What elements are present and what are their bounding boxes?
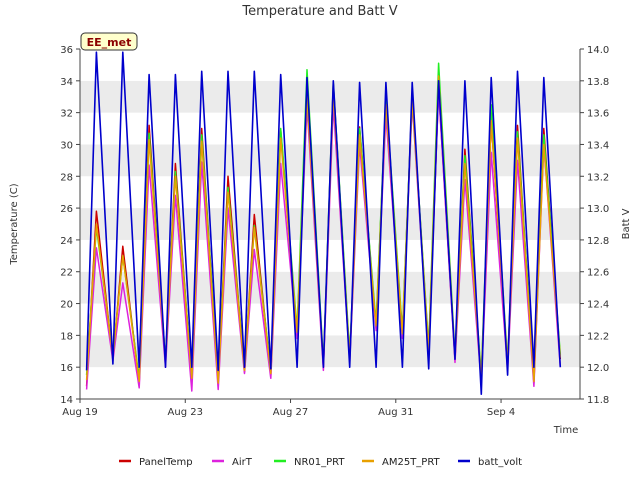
legend-item: batt_volt bbox=[458, 457, 522, 468]
legend-item: NR01_PRT bbox=[274, 457, 345, 468]
left-tick-label: 22 bbox=[60, 268, 73, 279]
right-tick-label: 12.4 bbox=[587, 300, 609, 311]
x-axis: Aug 19 Aug 23 Aug 27 Aug 31 Sep 4 bbox=[62, 398, 580, 418]
right-tick-label: 12.2 bbox=[587, 331, 609, 342]
right-tick-label: 14.0 bbox=[587, 45, 609, 56]
legend-item: AM25T_PRT bbox=[362, 457, 441, 468]
legend-label: AirT bbox=[232, 457, 253, 468]
right-tick-label: 13.8 bbox=[587, 77, 609, 88]
x-tick-label: Sep 4 bbox=[487, 407, 515, 418]
right-tick-label: 13.6 bbox=[587, 109, 609, 120]
left-axis: 14 16 18 20 22 24 26 28 30 32 34 36 bbox=[60, 45, 81, 406]
chart-title: Temperature and Batt V bbox=[241, 4, 397, 19]
grid-band bbox=[80, 271, 580, 304]
legend-label: batt_volt bbox=[478, 457, 522, 468]
grid-band bbox=[80, 49, 580, 81]
grid-band bbox=[80, 112, 580, 145]
series-layer bbox=[85, 51, 562, 396]
left-tick-label: 28 bbox=[60, 172, 73, 183]
left-tick-label: 34 bbox=[60, 77, 73, 88]
left-tick-label: 36 bbox=[60, 45, 73, 56]
right-axis: 11.8 12.0 12.2 12.4 12.6 12.8 13.0 13.2 13.4 13.6… bbox=[579, 45, 609, 406]
left-tick-label: 14 bbox=[60, 395, 73, 406]
left-axis-label: Temperature (C) bbox=[9, 183, 20, 265]
x-axis-label: Time bbox=[553, 425, 578, 436]
right-axis-label: Batt V bbox=[621, 208, 632, 239]
right-tick-label: 13.2 bbox=[587, 172, 609, 183]
right-tick-label: 11.8 bbox=[587, 395, 609, 406]
left-tick-label: 30 bbox=[60, 140, 73, 151]
right-tick-label: 12.8 bbox=[587, 236, 609, 247]
left-tick-label: 24 bbox=[60, 236, 73, 247]
legend-item: PanelTemp bbox=[119, 457, 193, 468]
station-tag-box bbox=[80, 32, 138, 51]
series-line-batt-volt bbox=[85, 51, 562, 396]
right-tick-label: 12.0 bbox=[587, 363, 609, 374]
left-tick-label: 32 bbox=[60, 109, 73, 120]
legend: PanelTemp AirT NR01_PRT AM25T_PRT batt_volt bbox=[119, 457, 522, 468]
legend-label: PanelTemp bbox=[139, 457, 193, 468]
x-tick-label: Aug 19 bbox=[62, 407, 97, 418]
legend-label: AM25T_PRT bbox=[382, 457, 441, 468]
left-tick-label: 18 bbox=[60, 331, 73, 342]
right-tick-label: 13.0 bbox=[587, 204, 609, 215]
x-tick-label: Aug 23 bbox=[168, 407, 203, 418]
x-tick-label: Aug 31 bbox=[378, 407, 413, 418]
right-tick-label: 12.6 bbox=[587, 268, 609, 279]
left-tick-label: 16 bbox=[60, 363, 73, 374]
grid-band bbox=[80, 80, 580, 113]
x-tick-label: Aug 27 bbox=[273, 407, 308, 418]
grid-band bbox=[80, 367, 580, 399]
left-tick-label: 20 bbox=[60, 300, 73, 311]
station-tag-label: EE_met bbox=[87, 36, 132, 49]
grid-band bbox=[80, 239, 580, 272]
legend-label: NR01_PRT bbox=[294, 457, 345, 468]
legend-item: AirT bbox=[212, 457, 253, 468]
station-tag: EE_met bbox=[80, 32, 138, 51]
left-tick-label: 26 bbox=[60, 204, 73, 215]
right-tick-label: 13.4 bbox=[587, 140, 609, 151]
